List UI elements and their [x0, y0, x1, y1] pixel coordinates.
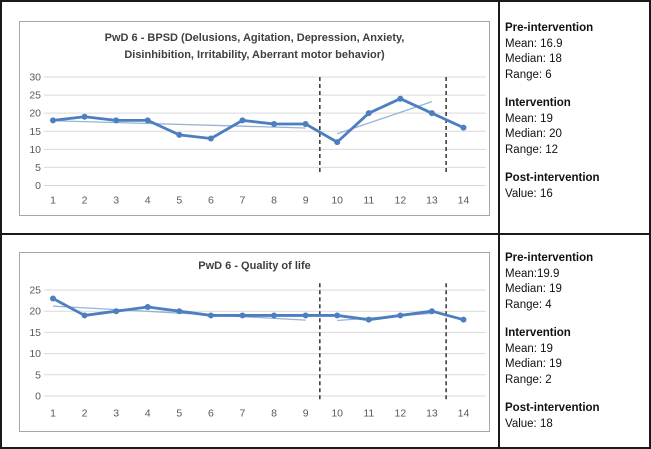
pre-intervention-heading: Pre-intervention — [505, 252, 594, 264]
svg-text:5: 5 — [35, 162, 41, 174]
median-line: Median: 18 — [505, 53, 562, 65]
svg-text:15: 15 — [29, 327, 41, 339]
svg-text:5: 5 — [176, 408, 182, 420]
svg-text:12: 12 — [395, 408, 407, 420]
svg-text:20: 20 — [29, 306, 41, 318]
svg-text:25: 25 — [29, 285, 41, 297]
intervention-heading: Intervention — [505, 97, 571, 109]
row-divider — [0, 233, 651, 235]
svg-text:9: 9 — [303, 408, 309, 420]
svg-text:10: 10 — [331, 408, 343, 420]
svg-text:0: 0 — [35, 180, 41, 192]
median-line: Median: 19 — [505, 358, 562, 370]
qol-stats-panel: Pre-intervention Mean:19.9 Median: 19 Ra… — [505, 251, 645, 432]
svg-text:13: 13 — [426, 408, 438, 420]
bpsd-intervention-section: Intervention Mean: 19 Median: 20 Range: … — [505, 96, 645, 158]
svg-text:3: 3 — [113, 195, 119, 207]
svg-text:2: 2 — [82, 195, 88, 207]
mean-line: Mean: 16.9 — [505, 37, 563, 50]
value-line: Value: 18 — [505, 417, 553, 430]
qol-chart-panel: PwD 6 - Quality of life 0 5 10 15 20 25 1 2 3 4 5 6… — [19, 252, 490, 432]
bpsd-title-line-2: Disinhibition, Irritability, Aberrant mo… — [124, 49, 385, 61]
range-line: Range: 4 — [505, 298, 552, 311]
svg-text:10: 10 — [331, 195, 343, 207]
svg-text:6: 6 — [208, 408, 214, 420]
post-intervention-heading: Post-intervention — [505, 402, 600, 414]
svg-text:11: 11 — [363, 408, 374, 420]
mean-line: Mean:19.9 — [505, 267, 560, 280]
svg-text:20: 20 — [29, 108, 41, 120]
post-intervention-heading: Post-intervention — [505, 172, 600, 184]
svg-text:14: 14 — [458, 408, 470, 420]
intervention-heading: Intervention — [505, 327, 571, 339]
median-line: Median: 19 — [505, 283, 562, 295]
bpsd-chart-panel: PwD 6 - BPSD (Delusions, Agitation, Depr… — [19, 21, 490, 216]
svg-text:10: 10 — [29, 348, 41, 360]
svg-text:4: 4 — [145, 408, 151, 420]
svg-text:2: 2 — [82, 408, 88, 420]
median-line: Median: 20 — [505, 128, 562, 140]
mean-line: Mean: 19 — [505, 342, 553, 355]
range-line: Range: 12 — [505, 143, 559, 156]
svg-text:11: 11 — [363, 195, 374, 207]
bpsd-post-intervention-section: Post-intervention Value: 16 — [505, 171, 645, 202]
svg-text:30: 30 — [29, 72, 41, 84]
svg-text:14: 14 — [458, 195, 470, 207]
svg-text:4: 4 — [145, 195, 151, 207]
svg-text:8: 8 — [271, 195, 277, 207]
qol-intervention-section: Intervention Mean: 19 Median: 19 Range: … — [505, 326, 645, 388]
bpsd-title-line-1: PwD 6 - BPSD (Delusions, Agitation, Depr… — [104, 32, 405, 44]
range-line: Range: 2 — [505, 373, 552, 386]
qol-chart-title: PwD 6 - Quality of life — [20, 258, 489, 275]
qol-pre-intervention-section: Pre-intervention Mean:19.9 Median: 19 Ra… — [505, 251, 645, 313]
svg-text:3: 3 — [113, 408, 119, 420]
svg-text:5: 5 — [35, 369, 41, 381]
svg-text:1: 1 — [50, 408, 56, 420]
qol-title-line-1: PwD 6 - Quality of life — [198, 260, 311, 272]
svg-text:25: 25 — [29, 90, 41, 102]
mean-line: Mean: 19 — [505, 112, 553, 125]
svg-text:12: 12 — [395, 195, 407, 207]
svg-text:10: 10 — [29, 144, 41, 156]
bpsd-pre-intervention-section: Pre-intervention Mean: 16.9 Median: 18 R… — [505, 21, 645, 83]
range-line: Range: 6 — [505, 68, 552, 81]
svg-text:8: 8 — [271, 408, 277, 420]
svg-text:6: 6 — [208, 195, 214, 207]
svg-text:7: 7 — [240, 408, 246, 420]
bpsd-stats-panel: Pre-intervention Mean: 16.9 Median: 18 R… — [505, 21, 645, 202]
svg-text:0: 0 — [35, 391, 41, 403]
svg-text:7: 7 — [240, 195, 246, 207]
bpsd-chart-title: PwD 6 - BPSD (Delusions, Agitation, Depr… — [20, 30, 489, 64]
svg-text:13: 13 — [426, 195, 438, 207]
value-line: Value: 16 — [505, 187, 553, 200]
column-divider — [498, 0, 500, 449]
pre-intervention-heading: Pre-intervention — [505, 22, 594, 34]
qol-post-intervention-section: Post-intervention Value: 18 — [505, 401, 645, 432]
svg-text:1: 1 — [50, 195, 56, 207]
svg-text:15: 15 — [29, 126, 41, 138]
svg-text:5: 5 — [176, 195, 182, 207]
svg-text:9: 9 — [303, 195, 309, 207]
